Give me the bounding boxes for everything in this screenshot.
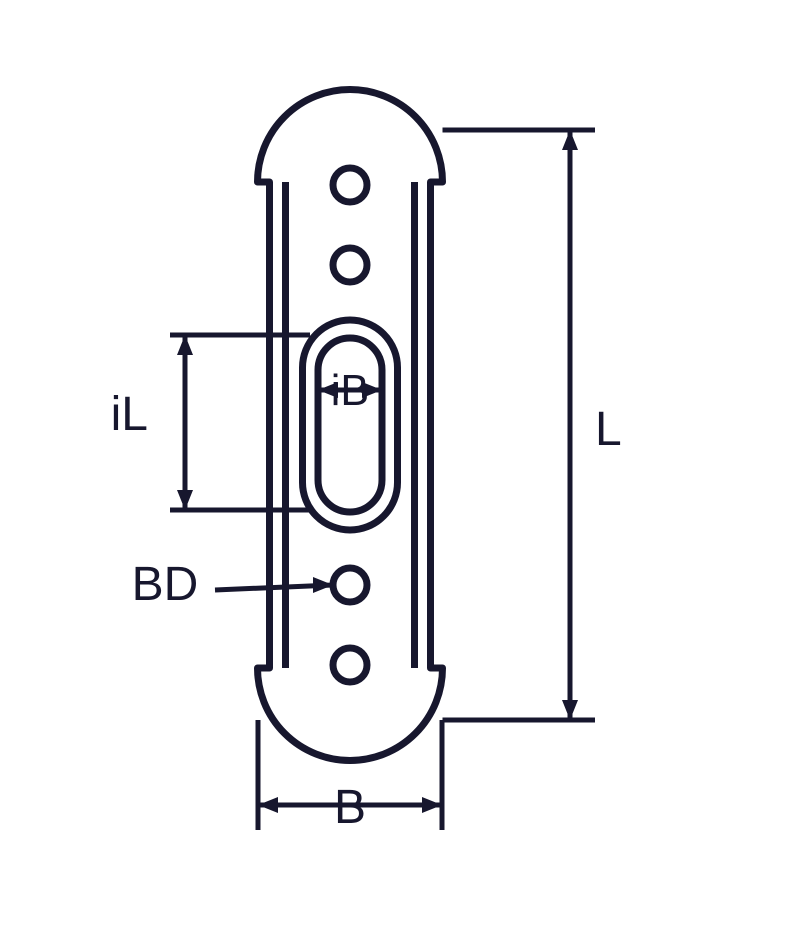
dim-BD-label: BD [132,558,199,611]
arrowhead [258,797,278,813]
arrowhead [177,335,193,355]
dim-iB-label: iB [331,367,369,415]
screw-hole [333,568,367,602]
screw-hole [333,168,367,202]
dim-B-label: B [334,781,366,834]
screw-hole [333,648,367,682]
arrowhead [562,700,578,720]
screw-hole [333,248,367,282]
arrowhead [177,490,193,510]
arrowhead [562,130,578,150]
dim-L-label: L [595,403,622,456]
arrowhead [422,797,442,813]
slot-opening [318,338,382,512]
dim-iL-label: iL [111,388,148,441]
arrowhead [313,577,333,593]
